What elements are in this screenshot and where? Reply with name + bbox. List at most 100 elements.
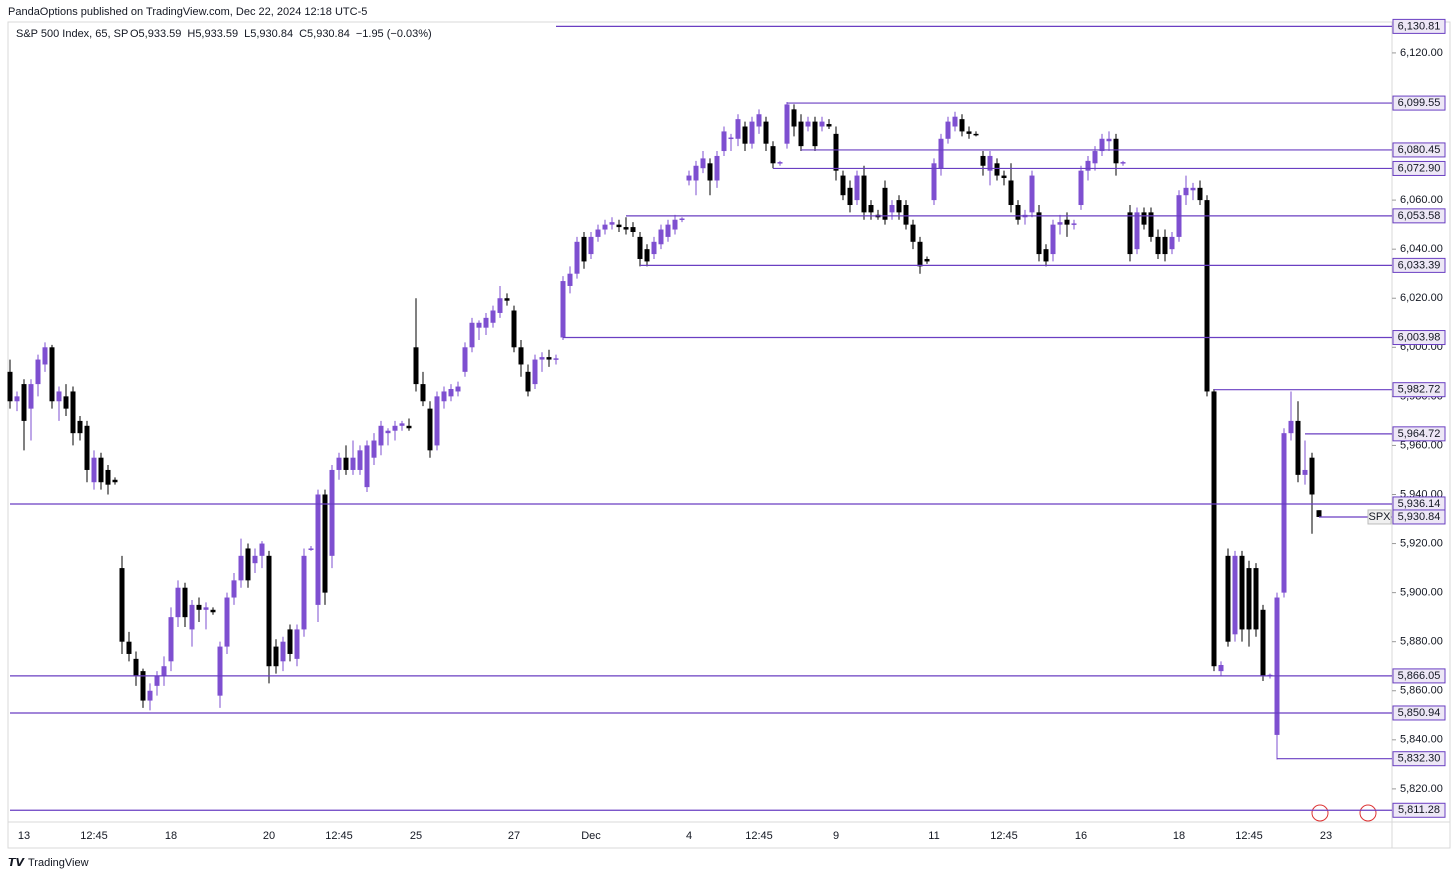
level-label: 5,811.28 — [1398, 804, 1440, 816]
y-tick-label: 6,120.00 — [1400, 47, 1443, 59]
level-label: 6,130.81 — [1398, 20, 1441, 32]
footer-brand: TradingView — [28, 857, 89, 869]
x-tick-label: 23 — [1320, 830, 1332, 842]
x-tick-label: 11 — [928, 830, 939, 842]
candle-body — [1316, 510, 1322, 517]
x-tick-label: 18 — [165, 830, 177, 842]
candle-body — [63, 396, 69, 409]
level-label: 6,053.58 — [1398, 210, 1441, 222]
candle-body — [574, 241, 580, 274]
candle-body — [665, 224, 671, 237]
candle-body — [854, 175, 860, 201]
candle-body — [889, 205, 895, 213]
candle-body — [1001, 175, 1007, 179]
candle-body — [518, 347, 524, 365]
logo-mark: 𝙏𝙑 — [8, 857, 26, 869]
candle-body — [651, 241, 657, 255]
x-tick-label: Dec — [581, 830, 601, 842]
candle-body — [168, 617, 174, 662]
chart-frame — [7, 21, 1451, 849]
candle-body — [175, 587, 181, 618]
level-label-box — [1392, 426, 1446, 442]
candle-body — [147, 690, 153, 701]
level-label: 5,982.72 — [1398, 384, 1441, 396]
candle-body — [1260, 609, 1266, 677]
candle-body — [602, 224, 608, 230]
legend-value: O5,933.59 — [130, 28, 181, 40]
candle-body — [1274, 597, 1280, 735]
x-tick-label: 12:45 — [745, 830, 773, 842]
candle-body — [91, 457, 97, 483]
candle-body — [763, 121, 769, 144]
level-label-box — [1392, 382, 1446, 398]
candle-body — [49, 347, 55, 402]
candle-body — [308, 548, 314, 550]
level-label: 5,964.72 — [1398, 428, 1441, 440]
candle-body — [322, 494, 328, 593]
candle-body — [56, 391, 62, 402]
y-tick-label: 5,960.00 — [1400, 439, 1443, 451]
candle-body — [413, 347, 419, 385]
candle-body — [728, 137, 734, 140]
candle-body — [532, 359, 538, 385]
candle-body — [1120, 162, 1126, 164]
level-label: 5,832.30 — [1398, 753, 1441, 765]
candle-body — [14, 396, 20, 402]
candle-body — [910, 224, 916, 242]
candle-body — [1008, 180, 1014, 206]
level-label-box — [1392, 95, 1446, 111]
candle-body — [266, 555, 272, 667]
x-tick-label: 25 — [410, 830, 422, 842]
candle-body — [896, 200, 902, 213]
candle-body — [224, 597, 230, 647]
candle-body — [238, 555, 244, 581]
candle-body — [490, 310, 496, 323]
x-tick-label: 12:45 — [1235, 830, 1263, 842]
level-label: 6,080.45 — [1398, 144, 1441, 156]
candle-body — [287, 629, 293, 654]
candle-body — [525, 371, 531, 392]
candle-body — [1204, 200, 1210, 392]
level-label: 5,936.14 — [1398, 498, 1441, 510]
candle-body — [1295, 420, 1301, 475]
candle-body — [245, 548, 251, 581]
flag-icon[interactable] — [1359, 804, 1377, 822]
candle-body — [973, 133, 979, 136]
candle-body — [630, 227, 636, 232]
candle-body — [462, 347, 468, 372]
candle-body — [231, 580, 237, 598]
candle-body — [357, 450, 363, 470]
candle-body — [35, 359, 41, 385]
level-label-box — [1392, 160, 1446, 176]
candle-body — [1253, 568, 1259, 630]
candle-body — [1225, 555, 1231, 642]
candle-body — [161, 666, 167, 677]
level-label-box — [1392, 668, 1446, 684]
level-label-box — [1392, 751, 1446, 767]
publisher: PandaOptions published on TradingView.co… — [8, 6, 367, 18]
candle-body — [448, 389, 454, 397]
y-tick-label: 6,060.00 — [1400, 194, 1443, 206]
level-label-box — [1392, 330, 1446, 346]
candle-body — [105, 469, 111, 485]
candle-body — [189, 604, 195, 630]
candle-body — [798, 121, 804, 147]
level-label-box — [1392, 509, 1446, 525]
level-label: 5,866.05 — [1398, 670, 1441, 682]
level-label-box — [1392, 802, 1446, 818]
candle-body — [609, 222, 615, 225]
candle-body — [1141, 212, 1147, 225]
alert-icon[interactable] — [1311, 804, 1329, 822]
candle-body — [210, 609, 216, 613]
candle-body — [1246, 568, 1252, 630]
candle-body — [1099, 138, 1105, 152]
candle-body — [427, 408, 433, 451]
candle-body — [1155, 236, 1161, 255]
level-label: 6,033.39 — [1398, 259, 1441, 271]
candle-body — [7, 371, 13, 402]
candle-body — [581, 236, 587, 262]
candle-body — [406, 425, 412, 429]
candle-body — [315, 494, 321, 605]
x-tick-label: 9 — [833, 830, 839, 842]
candle-body — [756, 114, 762, 127]
